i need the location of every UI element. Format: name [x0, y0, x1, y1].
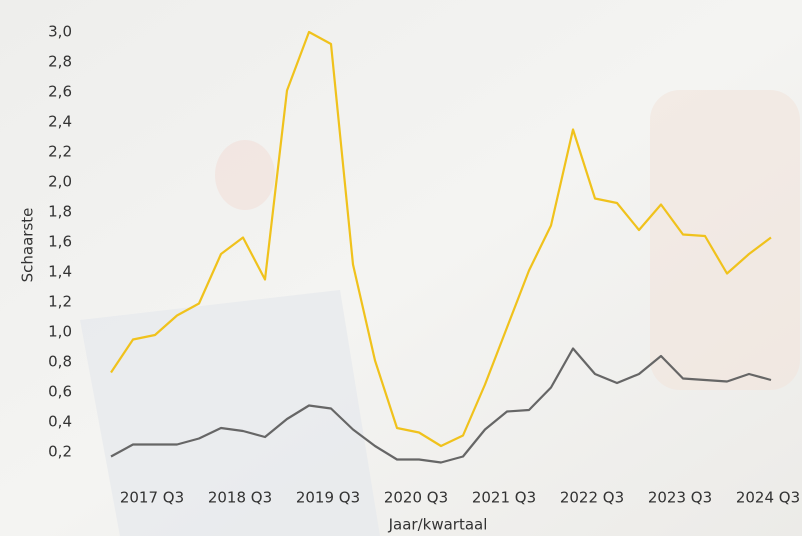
x-tick-label: 2024 Q3	[736, 489, 800, 507]
y-tick-label: 2,6	[48, 83, 72, 101]
y-tick-label: 2,8	[48, 53, 72, 71]
data-line	[110, 347, 772, 464]
x-tick-label: 2023 Q3	[648, 489, 712, 507]
x-tick-label: 2022 Q3	[560, 489, 624, 507]
y-tick-label: 2,2	[48, 143, 72, 161]
y-tick-label: 1,4	[48, 263, 72, 281]
y-tick-label: 1,2	[48, 293, 72, 311]
background-shape	[650, 90, 800, 390]
x-tick-label: 2021 Q3	[472, 489, 536, 507]
y-tick-label: 1,6	[48, 233, 72, 251]
y-axis-label: Schaarste	[19, 208, 37, 283]
data-line	[110, 30, 772, 448]
x-tick-label: 2020 Q3	[384, 489, 448, 507]
y-tick-label: 0,4	[48, 413, 72, 431]
x-axis-label: Jaar/kwartaal	[388, 516, 488, 534]
x-tick-label: 2018 Q3	[208, 489, 272, 507]
x-tick-label: 2017 Q3	[120, 489, 184, 507]
y-tick-label: 1,0	[48, 323, 72, 341]
x-tick-label: 2019 Q3	[296, 489, 360, 507]
y-tick-label: 0,6	[48, 383, 72, 401]
y-tick-label: 1,8	[48, 203, 72, 221]
y-tick-label: 2,4	[48, 113, 72, 131]
y-tick-label: 0,8	[48, 353, 72, 371]
y-tick-label: 3,0	[48, 23, 72, 41]
background-shape	[215, 140, 275, 210]
background-shape	[80, 290, 380, 536]
y-tick-label: 2,0	[48, 173, 72, 191]
y-tick-label: 0,2	[48, 443, 72, 461]
